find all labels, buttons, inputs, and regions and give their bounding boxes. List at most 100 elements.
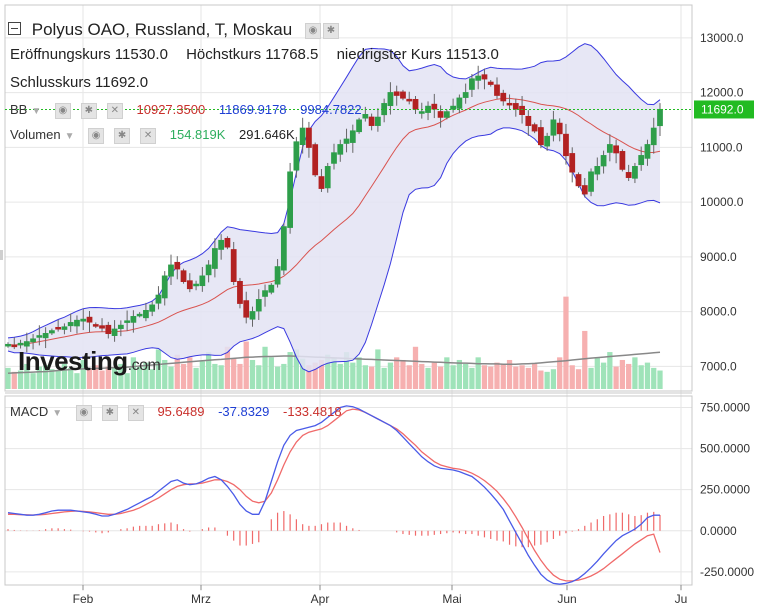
macd-dropdown-icon[interactable]: ▼: [52, 408, 63, 419]
candle-body: [368, 116, 375, 126]
volume-bar: [256, 365, 262, 389]
candle-body: [644, 144, 651, 159]
candle-body: [218, 239, 225, 250]
candle-body: [650, 127, 657, 146]
macd-gear-icon[interactable]: ✱: [101, 404, 118, 421]
volume-bar: [281, 363, 287, 389]
candle-body: [563, 133, 569, 157]
volume-bar: [394, 357, 400, 389]
low-value: 11513.0: [445, 46, 499, 63]
volume-bar: [224, 346, 231, 389]
macd-close-icon[interactable]: ✕: [127, 404, 144, 421]
candle-body: [606, 144, 613, 153]
bollinger-lower-line: [7, 127, 661, 373]
last-price-label: 11692.0: [701, 102, 744, 116]
candle-body: [299, 127, 306, 146]
price-tick-label: 8000.0: [700, 305, 737, 319]
x-tick-label: Feb: [73, 592, 94, 606]
price-tick-label: 12000.0: [700, 86, 744, 100]
candle-body: [5, 343, 11, 347]
resize-handle[interactable]: [0, 250, 3, 260]
volume-dropdown-icon[interactable]: ▼: [64, 131, 75, 142]
x-tick-label: Ju: [675, 592, 688, 606]
volume-bar: [469, 367, 475, 389]
volume-bar: [168, 366, 174, 389]
volume-bar: [651, 367, 657, 389]
volume-bar: [93, 365, 99, 389]
candle-body: [569, 153, 576, 173]
candle-body: [613, 145, 619, 154]
candle-body: [199, 275, 206, 287]
volume-bar: [657, 370, 663, 389]
volume-bar: [5, 367, 11, 389]
volume-bar: [118, 363, 124, 389]
macd-eye-icon[interactable]: ◉: [75, 404, 92, 421]
eye-icon[interactable]: ◉: [304, 22, 321, 39]
volume-bar: [387, 362, 394, 389]
price-tick-label: 13000.0: [700, 31, 744, 45]
bb-eye-icon[interactable]: ◉: [54, 102, 71, 119]
candle-body: [594, 166, 601, 175]
chart-title: Polyus OAO, Russland, T, Moskau: [31, 20, 293, 39]
bb-legend: BB ▼ ◉ ✱ ✕ 10927.3500 11869.9178 9984.7822: [10, 102, 372, 119]
candle-body: [538, 127, 544, 146]
candle-body: [506, 102, 513, 106]
bb-gear-icon[interactable]: ✱: [80, 102, 97, 119]
volume-bar: [130, 357, 137, 389]
candle-body: [224, 237, 231, 248]
macd-panel-border: [4, 395, 693, 586]
collapse-icon[interactable]: [8, 22, 21, 36]
volume-bar: [475, 357, 481, 389]
volume-bar: [68, 367, 74, 389]
x-tick-label: Apr: [311, 592, 330, 606]
volume-bar: [619, 359, 626, 389]
macd-tick-label: 0.0000: [700, 524, 737, 538]
volume-bar: [368, 366, 375, 389]
volume-bar: [243, 341, 249, 389]
candle-body: [456, 97, 463, 109]
candle-body: [30, 338, 36, 343]
candle-body: [306, 127, 312, 148]
candle-body: [638, 155, 645, 166]
volume-close-icon[interactable]: ✕: [140, 127, 157, 144]
candle-body: [362, 114, 369, 119]
bb-dropdown-icon[interactable]: ▼: [31, 106, 42, 117]
volume-bar: [494, 362, 500, 389]
volume-bar: [61, 363, 68, 389]
volume-bar: [450, 365, 456, 389]
candle-body: [550, 119, 557, 136]
volume-gear-icon[interactable]: ✱: [114, 127, 131, 144]
volume-bar: [99, 370, 105, 389]
ohlc-row: Eröffnungskurs 11530.0 Höchstkurs 11768.…: [10, 46, 513, 63]
candle-body: [130, 316, 137, 323]
volume-eye-icon[interactable]: ◉: [88, 127, 105, 144]
close-value: 11692.0: [95, 74, 149, 91]
gear-icon[interactable]: ✱: [322, 22, 339, 39]
bollinger-band-fill: [8, 43, 660, 372]
volume-bar: [218, 365, 224, 389]
volume-bar: [456, 359, 463, 389]
volume-bar: [300, 358, 306, 389]
candle-body: [462, 92, 469, 98]
candle-body: [280, 226, 287, 271]
volume-bar: [362, 365, 368, 389]
volume-bar: [406, 365, 412, 389]
volume-bar: [506, 359, 513, 389]
volume-bars: [5, 296, 663, 389]
candle-body: [174, 261, 181, 270]
bb-close-icon[interactable]: ✕: [106, 102, 123, 119]
candle-body: [525, 115, 532, 126]
volume-bar: [331, 357, 337, 389]
candle-body: [136, 313, 143, 317]
candle-body: [600, 155, 607, 167]
candle-body: [400, 91, 406, 99]
high-label: Höchstkurs: [186, 46, 262, 63]
macd-panel: -250.0000 0.0000 250.0000 500.0000 750.0000: [7, 401, 754, 585]
volume-bar: [293, 349, 300, 389]
price-panel-border: [4, 4, 693, 392]
candle-body: [49, 330, 55, 334]
volume-bar: [644, 362, 651, 389]
volume-bar: [55, 370, 61, 389]
open-value: 11530.0: [114, 46, 168, 63]
